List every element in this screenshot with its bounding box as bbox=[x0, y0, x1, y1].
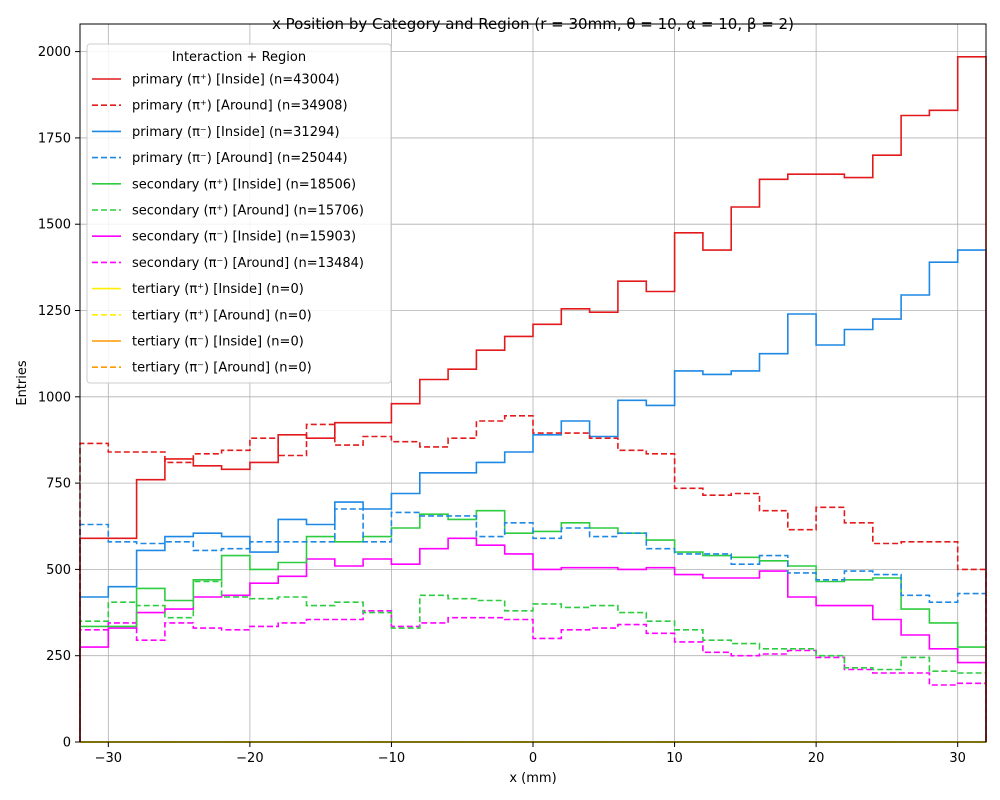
series-line-1 bbox=[79, 415, 987, 742]
x-axis-label: x (mm) bbox=[509, 771, 556, 786]
legend-entry-8: tertiary (π⁺) [Inside] (n=0) bbox=[132, 282, 304, 297]
legend-entry-0: primary (π⁺) [Inside] (n=43004) bbox=[132, 73, 340, 88]
x-tick-label: 30 bbox=[949, 751, 966, 766]
legend: Interaction + Region primary (π⁺) [Insid… bbox=[86, 43, 392, 384]
series-line-6 bbox=[79, 537, 987, 742]
y-tick-label: 2000 bbox=[38, 45, 71, 60]
series-line-3 bbox=[79, 508, 987, 742]
legend-entry-3: primary (π⁻) [Around] (n=25044) bbox=[132, 151, 348, 166]
y-tick-label: 1750 bbox=[38, 131, 71, 146]
y-tick-label: 1500 bbox=[38, 218, 71, 233]
legend-entry-6: secondary (π⁻) [Inside] (n=15903) bbox=[132, 230, 356, 245]
legend-title: Interaction + Region bbox=[172, 50, 306, 65]
y-tick-label: 750 bbox=[46, 477, 71, 492]
legend-items: primary (π⁺) [Inside] (n=43004) primary (… bbox=[92, 73, 364, 376]
x-tick-label: −10 bbox=[378, 751, 405, 766]
x-tick-label: −20 bbox=[236, 751, 263, 766]
legend-entry-2: primary (π⁻) [Inside] (n=31294) bbox=[132, 125, 340, 140]
legend-entry-9: tertiary (π⁺) [Around] (n=0) bbox=[132, 308, 312, 323]
x-tick-label: 10 bbox=[666, 751, 683, 766]
y-tick-label: 500 bbox=[46, 563, 71, 578]
legend-entry-1: primary (π⁺) [Around] (n=34908) bbox=[132, 99, 348, 114]
legend-entry-11: tertiary (π⁻) [Around] (n=0) bbox=[132, 361, 312, 376]
y-tick-label: 250 bbox=[46, 649, 71, 664]
series-line-7 bbox=[79, 610, 987, 742]
y-axis: 0 250 500 750 1000 1250 1500 1750 2000 bbox=[38, 45, 80, 751]
x-tick-label: −30 bbox=[95, 751, 122, 766]
legend-entry-10: tertiary (π⁻) [Inside] (n=0) bbox=[132, 335, 304, 350]
y-tick-label: 0 bbox=[63, 736, 71, 751]
x-axis: −30 −20 −10 0 10 20 30 bbox=[95, 742, 966, 766]
series-line-2 bbox=[79, 249, 987, 742]
series-line-5 bbox=[79, 580, 987, 742]
y-tick-label: 1000 bbox=[38, 390, 71, 405]
legend-entry-7: secondary (π⁻) [Around] (n=13484) bbox=[132, 256, 364, 271]
legend-entry-4: secondary (π⁺) [Inside] (n=18506) bbox=[132, 177, 356, 192]
legend-box bbox=[86, 43, 392, 384]
legend-entry-5: secondary (π⁺) [Around] (n=15706) bbox=[132, 204, 364, 219]
x-tick-label: 20 bbox=[808, 751, 825, 766]
y-axis-label: Entries bbox=[15, 360, 30, 406]
x-tick-label: 0 bbox=[529, 751, 537, 766]
series-line-0 bbox=[79, 56, 987, 742]
y-tick-label: 1250 bbox=[38, 304, 71, 319]
